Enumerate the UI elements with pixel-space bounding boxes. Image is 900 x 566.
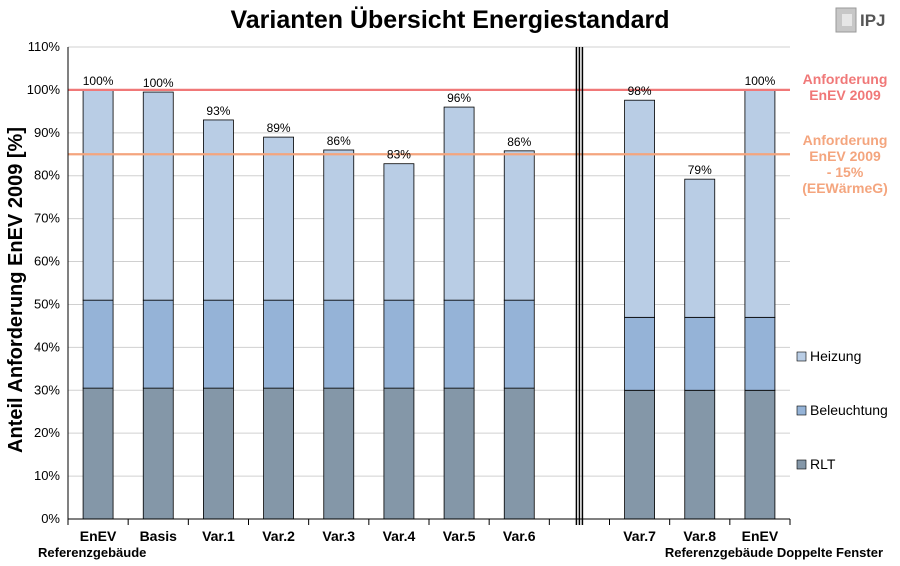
category-label: Var.5	[443, 528, 476, 544]
category-label: Var.3	[322, 528, 355, 544]
bar-rlt-7	[503, 387, 535, 520]
group-label: Referenzgebäude	[38, 545, 146, 560]
bar-heizung-2	[203, 119, 234, 301]
reference-line-label: EnEV 2009	[809, 148, 881, 164]
legend: Heizung Beleuchtung RLT	[796, 348, 888, 472]
bar-heizung-10	[744, 89, 776, 318]
data-label: 100%	[143, 76, 174, 90]
data-label: 89%	[267, 121, 291, 135]
legend-label: Beleuchtung	[810, 402, 888, 418]
reference-line-label: (EEWärmeG)	[802, 180, 888, 196]
data-label: 98%	[628, 84, 652, 98]
legend-swatch-heizung	[796, 351, 807, 362]
category-label: EnEV	[80, 528, 117, 544]
bar-heizung-5	[383, 163, 415, 301]
category-labels: EnEV Basis Var.1 Var.2 Var.3 Var.4 Var.5 Var.6 V…	[80, 528, 779, 544]
data-label: 86%	[507, 135, 531, 149]
bar-heizung-1	[142, 91, 174, 301]
y-tick-label: 100%	[27, 82, 61, 97]
y-tick-label: 0%	[41, 511, 60, 526]
bar-beleuchtung-8	[624, 316, 655, 391]
y-tick-label: 90%	[34, 125, 60, 140]
data-label: 79%	[688, 163, 712, 177]
category-label: Basis	[140, 528, 178, 544]
data-label: 86%	[327, 134, 351, 148]
reference-line-label: EnEV 2009	[809, 87, 881, 103]
chart-title: Varianten Übersicht Energiestandard	[230, 5, 669, 34]
bar-rlt-4	[323, 387, 355, 520]
bar-beleuchtung-6	[443, 299, 475, 389]
y-tick-label: 10%	[34, 468, 60, 483]
bar-heizung-7	[503, 150, 535, 301]
bar-rlt-8	[624, 389, 655, 520]
y-tick-label: 30%	[34, 382, 60, 397]
y-tick-label: 50%	[34, 296, 60, 311]
logo: IPJ	[835, 7, 886, 33]
reference-line-label: Anforderung	[803, 71, 888, 87]
legend-label: RLT	[810, 456, 836, 472]
bar-rlt-6	[443, 387, 475, 520]
bar-rlt-10	[744, 389, 776, 520]
logo-cube-face	[842, 14, 852, 26]
bar-beleuchtung-7	[503, 299, 535, 389]
data-label: 100%	[745, 74, 776, 88]
data-label: 83%	[387, 148, 411, 162]
bar-heizung-0	[82, 89, 114, 301]
bar-beleuchtung-3	[263, 299, 294, 389]
group-labels: Referenzgebäude Referenzgebäude Doppelte …	[38, 545, 883, 560]
bar-beleuchtung-4	[323, 299, 355, 389]
bars	[82, 89, 776, 520]
bar-rlt-2	[203, 387, 234, 520]
bar-rlt-0	[82, 387, 114, 520]
bar-rlt-3	[263, 387, 294, 520]
reference-lines	[68, 88, 790, 156]
bar-beleuchtung-10	[744, 316, 776, 391]
data-label: 93%	[206, 104, 230, 118]
y-tick-label: 40%	[34, 339, 60, 354]
logo-text: IPJ	[860, 11, 886, 30]
bar-beleuchtung-9	[684, 316, 716, 391]
bar-rlt-9	[684, 389, 716, 520]
reference-line-label: - 15%	[827, 164, 864, 180]
bar-beleuchtung-0	[82, 299, 114, 389]
data-label: 96%	[447, 91, 471, 105]
category-label: Var.2	[262, 528, 295, 544]
y-tick-label: 60%	[34, 254, 60, 269]
bar-heizung-6	[443, 106, 475, 301]
legend-label: Heizung	[810, 348, 861, 364]
bar-rlt-5	[383, 387, 415, 520]
legend-swatch-rlt	[796, 459, 807, 470]
category-label: EnEV	[742, 528, 779, 544]
bar-heizung-9	[684, 178, 716, 318]
group-label: Referenzgebäude Doppelte Fenster	[665, 545, 883, 560]
category-label: Var.4	[383, 528, 416, 544]
reference-line-label: Anforderung	[803, 132, 888, 148]
legend-swatch-beleuchtung	[796, 405, 807, 416]
bar-rlt-1	[142, 387, 174, 520]
data-labels: 100% 100% 93% 89% 86% 83% 96% 86% 98% 79% 100%	[83, 74, 776, 177]
category-label: Var.8	[683, 528, 716, 544]
y-axis-ticks: 0% 10% 20% 30% 40% 50% 60% 70% 80% 90% 100% 110%	[27, 39, 61, 526]
bar-heizung-3	[263, 136, 294, 301]
bar-beleuchtung-2	[203, 299, 234, 389]
bar-beleuchtung-5	[383, 299, 415, 389]
bar-heizung-4	[323, 149, 355, 301]
category-label: Var.7	[623, 528, 656, 544]
gridlines	[68, 46, 790, 520]
bar-beleuchtung-1	[142, 299, 174, 389]
y-tick-label: 70%	[34, 211, 60, 226]
axes	[67, 47, 791, 525]
bar-heizung-8	[624, 99, 655, 318]
data-label: 100%	[83, 74, 114, 88]
y-tick-label: 80%	[34, 168, 60, 183]
category-label: Var.6	[503, 528, 536, 544]
y-axis-label: Anteil Anforderung EnEV 2009 [%]	[5, 127, 27, 453]
category-label: Var.1	[202, 528, 235, 544]
y-tick-label: 20%	[34, 425, 60, 440]
y-tick-label: 110%	[28, 39, 61, 54]
